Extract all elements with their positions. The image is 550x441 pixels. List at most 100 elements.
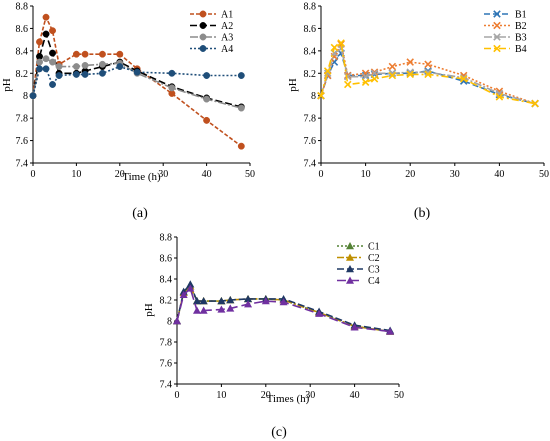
y-tick-label: 7.4: [16, 159, 29, 170]
data-point: [315, 309, 324, 317]
data-point: [199, 297, 208, 305]
data-point: [55, 63, 63, 71]
x-tick-label: 30: [158, 169, 168, 180]
y-tick-label: 8: [311, 91, 316, 102]
data-point: [179, 290, 188, 298]
data-point: [323, 69, 332, 78]
legend-label: B4: [515, 44, 527, 55]
data-point: [237, 142, 245, 150]
data-point: [459, 75, 468, 83]
data-point: [192, 306, 201, 314]
legend-marker: [493, 44, 501, 53]
legend-label: A4: [221, 44, 233, 55]
marker-stroke: [337, 44, 345, 53]
legend-label: B2: [515, 21, 527, 32]
data-point: [42, 55, 50, 63]
marker-stroke: [493, 44, 501, 53]
legend-label: B3: [515, 33, 527, 44]
y-tick-label: 8.8: [16, 2, 29, 13]
y-tick-label: 8: [167, 317, 172, 328]
data-point: [424, 60, 432, 69]
y-tick-label: 7.6: [304, 136, 317, 147]
y-tick-label: 8.6: [16, 24, 29, 35]
data-point: [388, 62, 397, 71]
y-tick-label: 8.8: [304, 2, 317, 13]
data-point: [337, 44, 345, 53]
x-tick-label: 50: [539, 169, 549, 180]
data-point: [237, 72, 245, 79]
data-point: [72, 63, 80, 71]
data-point: [49, 27, 56, 35]
data-point: [81, 70, 89, 78]
panel-label: (c): [271, 425, 287, 440]
x-axis-title: Time (h): [122, 171, 161, 183]
chart-panel-3: 7.4 7.6 7.8 8 8.2 8.4 8.6 8.8 0 10 20 30 40 50 Times (…: [143, 233, 404, 441]
data-point: [116, 50, 124, 58]
marker-stroke: [388, 62, 397, 71]
marker-stroke: [330, 49, 339, 57]
x-tick-label: 50: [394, 390, 404, 401]
data-point: [350, 323, 359, 331]
marker-stroke: [493, 10, 501, 18]
data-point: [36, 58, 43, 66]
marker-stroke: [317, 91, 325, 100]
legend-marker: [346, 276, 354, 284]
marker-stroke: [370, 75, 379, 83]
y-tick-label: 7.4: [304, 159, 317, 170]
data-point: [244, 300, 253, 308]
legend-marker: [199, 33, 207, 41]
data-point: [133, 68, 141, 76]
marker-stroke: [361, 72, 370, 81]
marker-stroke: [424, 70, 432, 79]
series-A4: [29, 63, 245, 100]
series-line: [176, 285, 391, 333]
data-point: [343, 72, 352, 81]
legend-label: A1: [221, 10, 233, 21]
legend-marker: [346, 253, 354, 261]
data-point: [370, 69, 379, 78]
y-tick-label: 7.8: [304, 114, 317, 125]
x-tick-label: 20: [261, 390, 271, 401]
y-tick-label: 7.6: [16, 136, 29, 147]
marker-stroke: [493, 33, 501, 41]
x-tick-label: 0: [319, 169, 324, 180]
legend-marker: [493, 33, 501, 41]
x-axis-title: Times (h): [267, 393, 310, 405]
data-point: [168, 84, 176, 92]
series-line: [176, 282, 391, 332]
y-axis-title: pH: [1, 78, 13, 92]
data-point: [42, 13, 50, 21]
y-tick-label: 7.6: [160, 359, 173, 370]
series-line: [176, 285, 391, 333]
data-point: [226, 304, 235, 312]
series-B4: [317, 39, 539, 108]
data-point: [168, 69, 176, 77]
y-tick-label: 8.4: [160, 275, 173, 286]
x-tick-label: 10: [361, 169, 371, 180]
y-tick-label: 7.8: [16, 114, 29, 125]
data-point: [343, 80, 352, 89]
data-point: [424, 70, 432, 79]
data-point: [81, 61, 89, 69]
data-point: [495, 93, 504, 101]
x-tick-label: 50: [245, 169, 255, 180]
data-point: [55, 72, 63, 79]
x-tick-label: 20: [405, 169, 415, 180]
y-tick-label: 8.6: [160, 254, 173, 265]
chart-panel-1: 7.4 7.6 7.8 8 8.2 8.4 8.6 8.8 0 10 20 30 40 50 Time (h…: [1, 2, 255, 222]
data-point: [330, 43, 339, 52]
data-point: [98, 50, 106, 58]
data-point: [237, 104, 245, 112]
data-point: [98, 60, 106, 68]
x-tick-label: 10: [71, 169, 81, 180]
y-axis-title: pH: [287, 78, 299, 92]
legend-label: C2: [368, 253, 380, 264]
data-point: [217, 297, 226, 305]
data-point: [261, 297, 270, 305]
chart-panel-2: 7.47.67.888.28.48.68.80 10 20 30 40 50pHB1B2B…: [287, 2, 549, 222]
data-point: [42, 30, 50, 38]
x-tick-label: 10: [216, 390, 226, 401]
